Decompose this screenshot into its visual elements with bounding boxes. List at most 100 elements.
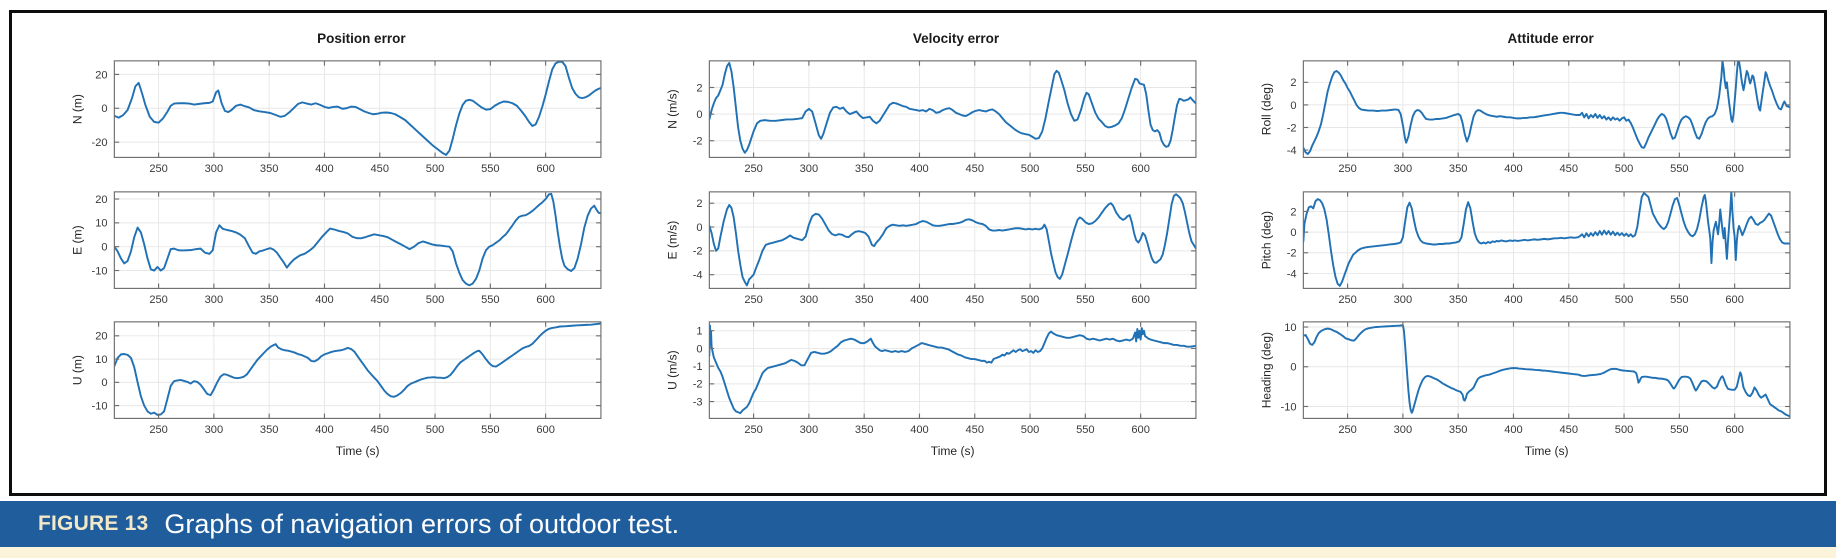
svg-text:600: 600: [1726, 293, 1745, 305]
svg-text:300: 300: [205, 163, 224, 175]
paper-figure-page: Position error 250 300 350 400 450 500 550 600 2…: [0, 10, 1836, 558]
svg-text:0: 0: [1291, 100, 1297, 112]
svg-text:350: 350: [855, 163, 874, 175]
page-bottom-strip: [0, 547, 1836, 558]
svg-text:10: 10: [95, 354, 107, 366]
svg-text:250: 250: [744, 163, 763, 175]
svg-text:300: 300: [1394, 293, 1413, 305]
svg-text:20: 20: [95, 193, 107, 205]
svg-text:400: 400: [1505, 424, 1524, 436]
svg-text:300: 300: [1394, 424, 1413, 436]
svg-text:500: 500: [426, 163, 445, 175]
svg-text:-3: -3: [692, 397, 702, 409]
svg-text:450: 450: [370, 424, 389, 436]
svg-text:400: 400: [315, 163, 334, 175]
svg-text:550: 550: [481, 293, 500, 305]
svg-text:250: 250: [744, 293, 763, 305]
svg-text:550: 550: [1670, 424, 1689, 436]
figure-caption-bar: FIGURE 13 Graphs of navigation errors of…: [0, 501, 1836, 547]
svg-text:450: 450: [1560, 424, 1579, 436]
svg-text:10: 10: [95, 217, 107, 229]
svg-text:2: 2: [696, 198, 702, 210]
svg-text:500: 500: [1020, 424, 1039, 436]
svg-text:-4: -4: [1287, 268, 1297, 280]
svg-text:250: 250: [1339, 163, 1358, 175]
svg-text:500: 500: [1020, 293, 1039, 305]
svg-text:300: 300: [799, 163, 818, 175]
svg-text:450: 450: [1560, 293, 1579, 305]
svg-text:550: 550: [1076, 163, 1095, 175]
svg-text:-2: -2: [692, 136, 702, 148]
svg-text:600: 600: [536, 293, 555, 305]
svg-text:20: 20: [95, 331, 107, 343]
svg-text:550: 550: [1670, 163, 1689, 175]
plot-position-n-error: 250 300 350 400 450 500 550 600 20 0 -20 N (m): [71, 60, 602, 175]
svg-text:2: 2: [1291, 206, 1297, 218]
svg-text:Pitch (deg): Pitch (deg): [1260, 211, 1274, 269]
panel-position-u: 250 300 350 400 450 500 550 600 20 10 0 -10 U (m) Tim…: [68, 318, 609, 463]
svg-text:450: 450: [370, 293, 389, 305]
svg-text:N (m): N (m): [71, 94, 85, 124]
svg-text:Time (s): Time (s): [930, 444, 974, 458]
svg-text:600: 600: [1726, 163, 1745, 175]
svg-text:Time (s): Time (s): [336, 444, 380, 458]
svg-text:350: 350: [260, 424, 279, 436]
svg-text:400: 400: [1505, 163, 1524, 175]
svg-text:400: 400: [910, 163, 929, 175]
plot-pitch-error: 250 300 350 400 450 500 550 600 2 0 -2 -4 Pitch (deg…: [1260, 190, 1791, 305]
panel-attitude-heading: 250 300 350 400 450 500 550 600 10 0 -10 Heading (d…: [1257, 318, 1798, 463]
svg-text:-10: -10: [92, 265, 108, 277]
figure-plot-area: Position error 250 300 350 400 450 500 550 600 2…: [9, 10, 1827, 496]
plot-roll-error: 250 300 350 400 450 500 550 600 2 0 -2 -4 Roll (deg): [1260, 60, 1791, 175]
svg-text:1: 1: [696, 326, 702, 338]
svg-text:300: 300: [799, 293, 818, 305]
panel-attitude-roll: 250 300 350 400 450 500 550 600 2 0 -2 -4 Roll (deg): [1257, 57, 1798, 180]
figure-caption-label: FIGURE 13: [38, 512, 149, 535]
svg-text:500: 500: [1615, 293, 1634, 305]
chart-column-attitude-error: Attitude error 250 300 350 400 450 500 550 600 2…: [1257, 29, 1798, 489]
svg-text:550: 550: [1076, 424, 1095, 436]
svg-text:20: 20: [95, 69, 107, 81]
svg-text:600: 600: [1131, 424, 1150, 436]
svg-text:400: 400: [315, 424, 334, 436]
svg-text:550: 550: [481, 163, 500, 175]
svg-text:250: 250: [149, 293, 168, 305]
svg-text:N (m/s): N (m/s): [665, 89, 679, 128]
svg-text:550: 550: [1670, 293, 1689, 305]
plot-velocity-n-error: 250 300 350 400 450 500 550 600 2 0 -2 N (m/s): [665, 60, 1197, 175]
svg-text:0: 0: [696, 109, 702, 121]
plot-position-e-error: 250 300 350 400 450 500 550 600 20 10 0 -10 E (m): [71, 190, 602, 305]
svg-text:450: 450: [965, 293, 984, 305]
svg-text:0: 0: [1291, 227, 1297, 239]
svg-text:600: 600: [536, 163, 555, 175]
svg-text:400: 400: [315, 293, 334, 305]
svg-text:2: 2: [1291, 77, 1297, 89]
svg-text:0: 0: [1291, 362, 1297, 374]
svg-text:250: 250: [149, 424, 168, 436]
plot-velocity-u-error: 250 300 350 400 450 500 550 600 1 0 -1 -2 -3 U (m/s) T…: [665, 321, 1197, 458]
svg-text:600: 600: [1131, 163, 1150, 175]
svg-text:0: 0: [696, 344, 702, 356]
chart-column-position-error: Position error 250 300 350 400 450 500 550 600 2…: [68, 29, 609, 489]
svg-text:450: 450: [1560, 163, 1579, 175]
svg-text:350: 350: [855, 424, 874, 436]
chart-column-velocity-error: Velocity error 250 300 350 400 450 500 550 600 2…: [663, 29, 1204, 489]
svg-text:500: 500: [426, 293, 445, 305]
plot-position-u-error: 250 300 350 400 450 500 550 600 20 10 0 -10 U (m) Tim…: [71, 321, 602, 458]
svg-text:350: 350: [260, 293, 279, 305]
svg-text:600: 600: [536, 424, 555, 436]
chart-title-attitude-error: Attitude error: [1507, 31, 1594, 46]
svg-text:0: 0: [101, 103, 107, 115]
panel-velocity-n: 250 300 350 400 450 500 550 600 2 0 -2 N (m/s): [663, 57, 1204, 180]
svg-text:250: 250: [1339, 293, 1358, 305]
svg-text:350: 350: [855, 293, 874, 305]
svg-text:600: 600: [1131, 293, 1150, 305]
svg-text:E (m/s): E (m/s): [665, 220, 679, 259]
chart-title-position-error: Position error: [317, 31, 406, 46]
svg-text:500: 500: [1615, 163, 1634, 175]
chart-title-velocity-error: Velocity error: [912, 31, 1000, 46]
svg-text:-10: -10: [1281, 402, 1297, 414]
svg-text:550: 550: [481, 424, 500, 436]
svg-text:450: 450: [370, 163, 389, 175]
svg-text:Heading (deg): Heading (deg): [1260, 332, 1274, 408]
